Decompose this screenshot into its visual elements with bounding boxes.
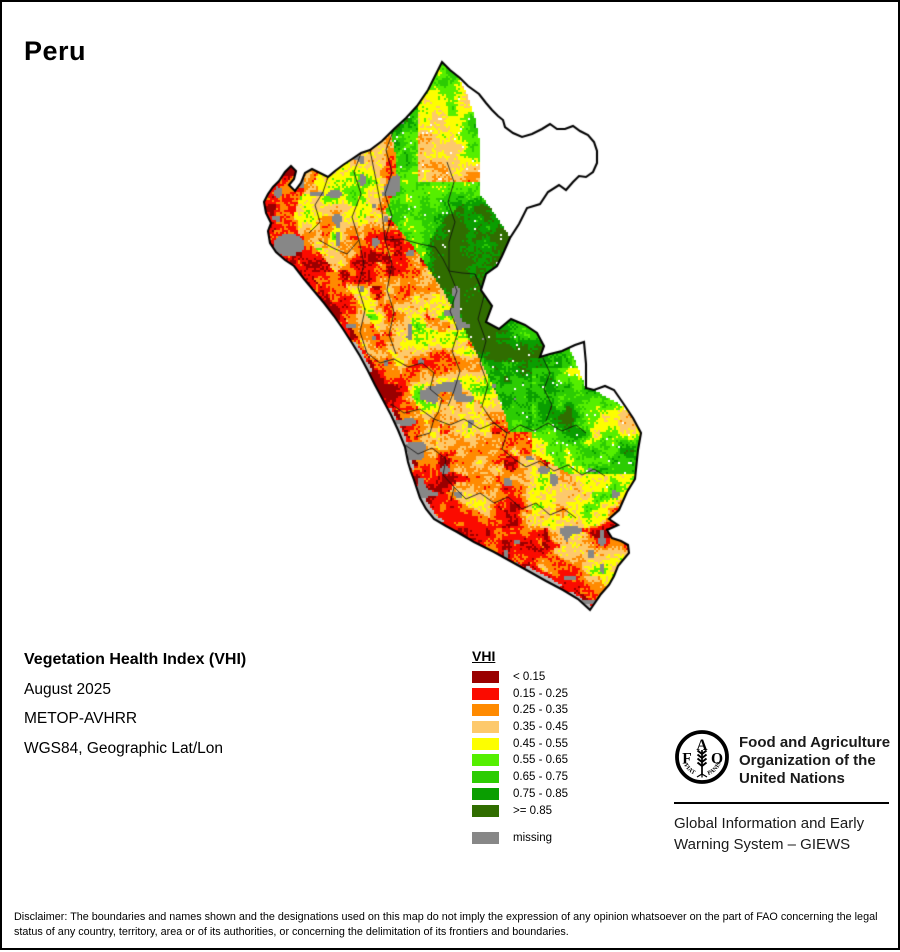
legend-label: 0.55 - 0.65 — [513, 754, 568, 767]
giews-line1: Global Information and Early — [674, 815, 865, 832]
legend-swatch — [472, 737, 499, 750]
legend-row: 0.45 - 0.55 — [472, 737, 568, 750]
legend-row-missing: missing — [472, 831, 568, 844]
legend-swatch — [472, 704, 499, 717]
legend-swatch — [472, 687, 499, 700]
fao-logo-ring — [675, 730, 729, 784]
legend-label: >= 0.85 — [513, 804, 553, 817]
giews-title: Global Information and Early Warning Sys… — [674, 814, 892, 855]
legend-row: 0.35 - 0.45 — [472, 721, 568, 734]
legend-title: VHI — [472, 648, 496, 664]
legend-label: < 0.15 — [513, 671, 546, 683]
fao-branding: F A O FIAT PANIS Food and Agriculture Or… — [674, 729, 892, 855]
legend-swatch — [472, 787, 499, 800]
fao-logo-letter-a: A — [696, 737, 708, 754]
legend-row: >= 0.85 — [472, 804, 568, 817]
legend-row: 0.55 - 0.65 — [472, 754, 568, 767]
legend-label: 0.25 - 0.35 — [513, 704, 568, 717]
branding-divider — [674, 802, 889, 804]
map-sensor: METOP-AVHRR — [24, 710, 138, 727]
giews-line2: Warning System – GIEWS — [674, 835, 851, 853]
fao-logo-icon: F A O FIAT PANIS — [675, 730, 729, 784]
fao-logo-letter-f: F — [682, 751, 691, 768]
map-projection: WGS84, Geographic Lat/Lon — [24, 739, 224, 757]
legend-label: 0.45 - 0.55 — [513, 737, 568, 750]
legend-row: < 0.15 — [472, 671, 568, 683]
vhi-legend: VHI < 0.15 0.15 - 0.25 0.25 - 0.35 0.35 - 0… — [472, 648, 568, 848]
legend-missing-label: missing — [513, 831, 552, 844]
legend-swatch — [472, 721, 499, 734]
legend-row: 0.15 - 0.25 — [472, 687, 568, 700]
disclaimer-text: Disclaimer: The boundaries and names sho… — [14, 911, 878, 938]
fao-org-line3: United Nations — [739, 770, 845, 787]
legend-row: 0.25 - 0.35 — [472, 704, 568, 717]
map-info-block: Vegetation Health Index (VHI) August 202… — [24, 652, 246, 770]
map-index-title: Vegetation Health Index (VHI) — [24, 651, 247, 668]
legend-rows: < 0.15 0.15 - 0.25 0.25 - 0.35 0.35 - 0.45 0… — [472, 671, 568, 817]
legend-swatch — [472, 804, 499, 817]
legend-label: 0.75 - 0.85 — [513, 787, 568, 800]
legend-label: 0.65 - 0.75 — [513, 771, 568, 784]
fao-logo-letter-o: O — [711, 751, 723, 768]
legend-row: 0.75 - 0.85 — [472, 787, 568, 800]
fao-header: F A O FIAT PANIS Food and Agriculture Or… — [674, 729, 892, 788]
map-date: August 2025 — [24, 680, 112, 698]
legend-swatch — [472, 754, 499, 767]
legend-missing-swatch — [472, 831, 499, 844]
fao-org-line2: Organization of the — [739, 752, 876, 769]
legend-swatch — [472, 671, 499, 683]
legend-row: 0.65 - 0.75 — [472, 771, 568, 784]
legend-swatch — [472, 771, 499, 784]
fao-org-name: Food and Agriculture Organization of the… — [739, 729, 890, 788]
fao-org-line1: Food and Agriculture — [739, 734, 891, 751]
wheat-ear-icon — [696, 749, 708, 778]
legend-label: 0.35 - 0.45 — [513, 721, 568, 734]
legend-label: 0.15 - 0.25 — [513, 687, 568, 700]
